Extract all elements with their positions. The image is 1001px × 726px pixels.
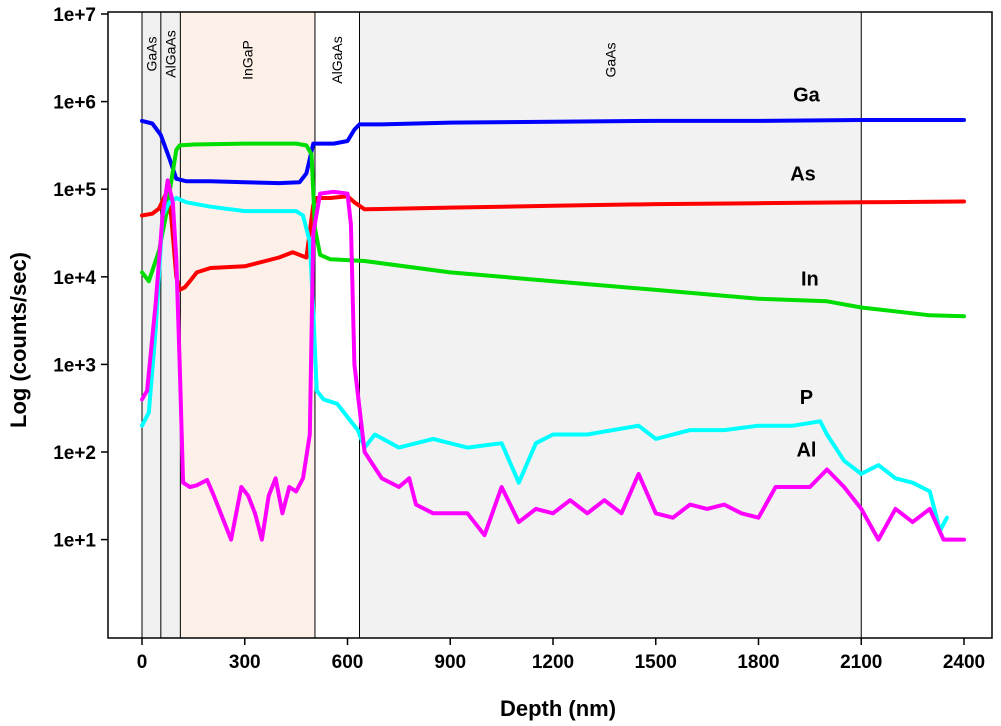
- x-tick-label: 900: [434, 652, 466, 673]
- x-tick-label: 600: [332, 652, 364, 673]
- layer-label-0: GaAs: [143, 36, 159, 71]
- y-tick-label: 1e+6: [53, 93, 96, 114]
- series-label-p: P: [800, 387, 813, 409]
- layer-label-3: AlGaAs: [329, 36, 345, 83]
- x-tick-label: 2400: [943, 652, 985, 673]
- y-tick-label: 1e+2: [53, 443, 96, 464]
- layer-region-1: [160, 12, 181, 638]
- y-tick-label: 1e+4: [53, 268, 96, 289]
- series-label-in: In: [801, 269, 819, 291]
- series-label-al: Al: [796, 439, 816, 461]
- x-tick-label: 300: [229, 652, 261, 673]
- x-axis-title: Depth (nm): [500, 696, 616, 721]
- layer-regions: GaAs AlGaAs InGaP AlGaAs GaAs: [141, 12, 862, 638]
- series-labels: Ga As In P Al: [790, 85, 820, 462]
- y-axis-title: Log (counts/sec): [6, 252, 31, 428]
- series-label-ga: Ga: [793, 85, 821, 107]
- series-line-p: [140, 196, 949, 533]
- series-label-as: As: [790, 163, 816, 185]
- layer-region-0: [142, 12, 161, 638]
- y-tick-label: 1e+5: [53, 180, 96, 201]
- series-lines: [140, 118, 966, 542]
- layer-region-4: [359, 12, 862, 638]
- y-tick-label: 1e+3: [53, 355, 96, 376]
- series-line-ga: [140, 118, 966, 186]
- x-tick-label: 1800: [737, 652, 779, 673]
- layer-label-1: AlGaAs: [163, 30, 179, 77]
- plot-frame: [107, 11, 993, 639]
- series-line-as: [140, 191, 966, 292]
- axes: 0 300 600 900 1200 1500 1800 2100 2400 1e+1 1e+2 1e…: [53, 5, 993, 673]
- x-tick-label: 0: [137, 652, 148, 673]
- y-tick-label: 1e+7: [53, 5, 96, 26]
- series-line-al: [140, 178, 966, 542]
- layer-label-4: GaAs: [602, 42, 618, 77]
- series-line-in: [140, 141, 966, 319]
- x-tick-label: 1500: [635, 652, 677, 673]
- layer-region-2: [180, 12, 315, 638]
- x-tick-label: 2100: [840, 652, 882, 673]
- layer-label-2: InGaP: [240, 40, 256, 80]
- y-tick-label: 1e+1: [53, 531, 96, 552]
- x-tick-label: 1200: [532, 652, 574, 673]
